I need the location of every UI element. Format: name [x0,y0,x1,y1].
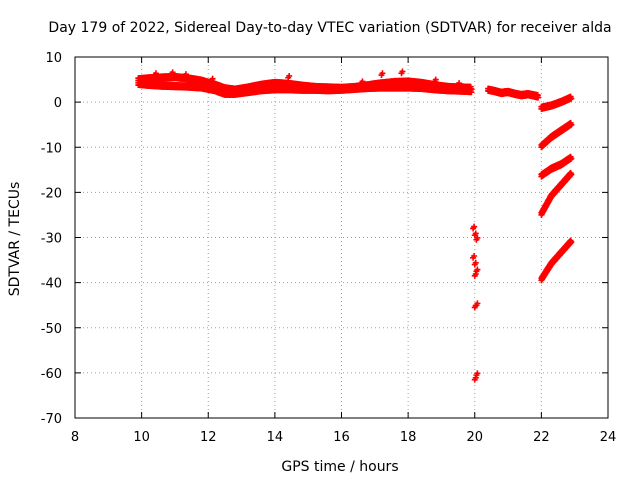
data-point [474,234,481,241]
y-tick-label: -70 [41,412,62,427]
data-point [169,69,176,76]
data-point [286,72,293,79]
y-tick-label: -20 [41,186,62,201]
data-point [471,223,478,230]
y-tick-label: -10 [41,141,62,156]
data-point [472,302,479,309]
x-tick-label: 16 [333,430,350,445]
data-point [471,253,478,260]
data-point [568,239,575,246]
data-point [379,70,386,77]
data-point [472,271,479,278]
chart-title: Day 179 of 2022, Sidereal Day-to-day VTE… [48,20,611,36]
data-point [472,374,479,381]
x-tick-label: 22 [533,430,550,445]
data-point [568,121,575,128]
data-point [568,171,575,178]
data-point [182,71,189,78]
x-tick-label: 8 [71,430,79,445]
data-point [474,266,481,273]
data-point [209,75,216,82]
y-tick-label: 10 [45,51,62,66]
y-tick-label: -60 [41,367,62,382]
data-point [472,230,479,237]
y-axis-label: SDTVAR / TECUs [7,182,23,297]
x-tick-label: 14 [267,430,284,445]
y-tick-label: -30 [41,232,62,247]
data-point [432,76,439,83]
data-point [399,68,406,75]
data-point [474,370,481,377]
y-tick-label: -40 [41,277,62,292]
x-tick-label: 18 [400,430,417,445]
data-point [472,259,479,266]
y-tick-label: -50 [41,322,62,337]
data-point [568,95,575,102]
grid [75,57,608,418]
data-point [468,89,475,96]
y-tick-label: 0 [54,96,62,111]
data-point [535,94,542,101]
x-tick-label: 12 [200,430,217,445]
data-point [359,78,366,85]
x-tick-label: 24 [600,430,617,445]
axis-ticks: 8 10 12 14 16 18 20 22 24 10 0 -10 -20 -30 -40 -50 -60 -7… [41,51,617,445]
x-tick-label: 10 [133,430,150,445]
x-tick-label: 20 [466,430,483,445]
data-point [456,80,463,87]
data-point [152,70,159,77]
data-point [568,155,575,162]
x-axis-label: GPS time / hours [281,459,398,475]
data-points [135,68,575,383]
